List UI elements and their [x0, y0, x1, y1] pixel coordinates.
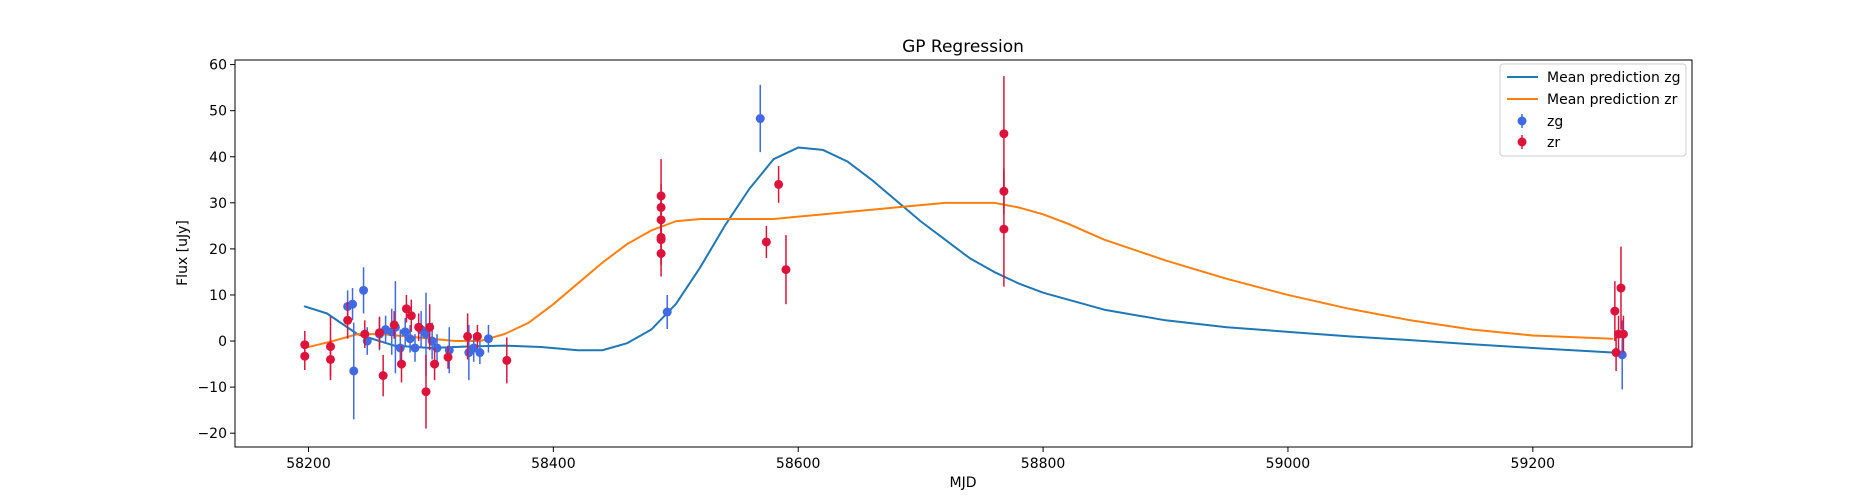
y-tick-label: 50 — [209, 104, 227, 120]
zg-data-point — [400, 327, 410, 337]
zr-data-point — [656, 191, 666, 201]
zg-data-point — [405, 334, 415, 344]
zr-data-point — [360, 329, 370, 339]
y-axis: −20 −10 0 10 20 30 40 50 60 — [197, 58, 235, 442]
legend-swatch-zg-marker — [1517, 116, 1527, 126]
x-tick-label: 59000 — [1266, 456, 1311, 472]
zr-data-point — [781, 265, 791, 275]
zr-data-point — [389, 320, 399, 330]
x-tick-label: 59200 — [1511, 456, 1556, 472]
zg-data-point — [359, 285, 369, 295]
plot-area — [300, 76, 1628, 429]
mean-prediction-zg-line — [303, 146, 1614, 354]
y-axis-label: Flux [uJy] — [175, 220, 191, 286]
zr-data-point — [1616, 283, 1626, 293]
zr-data-point — [502, 355, 512, 365]
legend-label-mean-zg: Mean prediction zg — [1547, 70, 1681, 86]
zg-data-point — [395, 343, 405, 353]
zg-data-point — [348, 299, 358, 309]
zr-data-point — [374, 328, 384, 338]
chart-title: GP Regression — [902, 37, 1024, 57]
zr-data-point — [1618, 329, 1628, 339]
zr-data-point — [463, 331, 473, 341]
legend-label-zr: zr — [1547, 135, 1560, 151]
zr-data-point — [472, 331, 482, 341]
y-tick-label: 0 — [218, 334, 227, 350]
legend: Mean prediction zg Mean prediction zr zg… — [1499, 63, 1687, 157]
zg-data-point — [421, 329, 431, 339]
x-tick-label: 58200 — [286, 456, 331, 472]
zg-data-point — [475, 348, 485, 358]
zg-data-point — [349, 366, 359, 376]
y-tick-label: −10 — [197, 380, 227, 396]
zg-data-point — [755, 114, 765, 124]
y-tick-label: 10 — [209, 288, 227, 304]
zr-data-point — [1610, 306, 1620, 316]
zr-data-point — [326, 342, 336, 352]
zr-data-point — [999, 129, 1009, 139]
y-tick-label: −20 — [197, 426, 227, 442]
zr-data-point — [414, 322, 424, 332]
zr-data-point — [401, 304, 411, 314]
zr-data-point — [999, 224, 1009, 234]
zr-data-point — [300, 340, 310, 350]
zr-data-point — [343, 315, 353, 325]
zg-data-point — [444, 345, 454, 355]
y-tick-label: 40 — [209, 150, 227, 166]
zr-data-point — [656, 215, 666, 225]
y-tick-label: 30 — [209, 196, 227, 212]
zr-data-point — [656, 249, 666, 258]
y-tick-label: 20 — [209, 242, 227, 258]
x-axis: 58200 58400 58600 58800 59000 59200 — [286, 447, 1555, 472]
zr-data-point — [1611, 348, 1621, 358]
x-tick-label: 58800 — [1021, 456, 1066, 472]
zr-data-point — [421, 387, 431, 397]
zr-data-point — [999, 186, 1009, 196]
zr-data-point — [378, 371, 388, 381]
plot-frame — [234, 59, 1693, 448]
zg-data-point — [483, 334, 493, 344]
zr-data-point — [656, 235, 666, 245]
zr-data-point — [397, 359, 407, 369]
zr-data-point — [443, 352, 453, 362]
zr-data-point — [326, 354, 336, 364]
mean-prediction-zr-line — [303, 201, 1614, 349]
x-tick-label: 58400 — [531, 456, 576, 472]
legend-label-mean-zr: Mean prediction zr — [1547, 92, 1678, 108]
zr-data-point — [774, 179, 784, 189]
zg-data-point — [469, 343, 479, 353]
legend-box — [1499, 63, 1687, 157]
legend-label-zg: zg — [1547, 114, 1563, 130]
zg-data-point — [410, 343, 420, 353]
x-tick-label: 58600 — [776, 456, 821, 472]
zr-data-point — [761, 237, 771, 247]
zr-data-point — [300, 351, 310, 361]
legend-swatch-zr-marker — [1517, 137, 1527, 147]
zr-data-point — [656, 202, 666, 212]
y-tick-label: 60 — [209, 58, 227, 74]
x-axis-label: MJD — [950, 475, 977, 491]
zr-data-point — [430, 359, 440, 369]
zr-data-point — [406, 311, 416, 321]
zg-data-point — [662, 307, 672, 317]
zr-data-point — [425, 322, 435, 332]
